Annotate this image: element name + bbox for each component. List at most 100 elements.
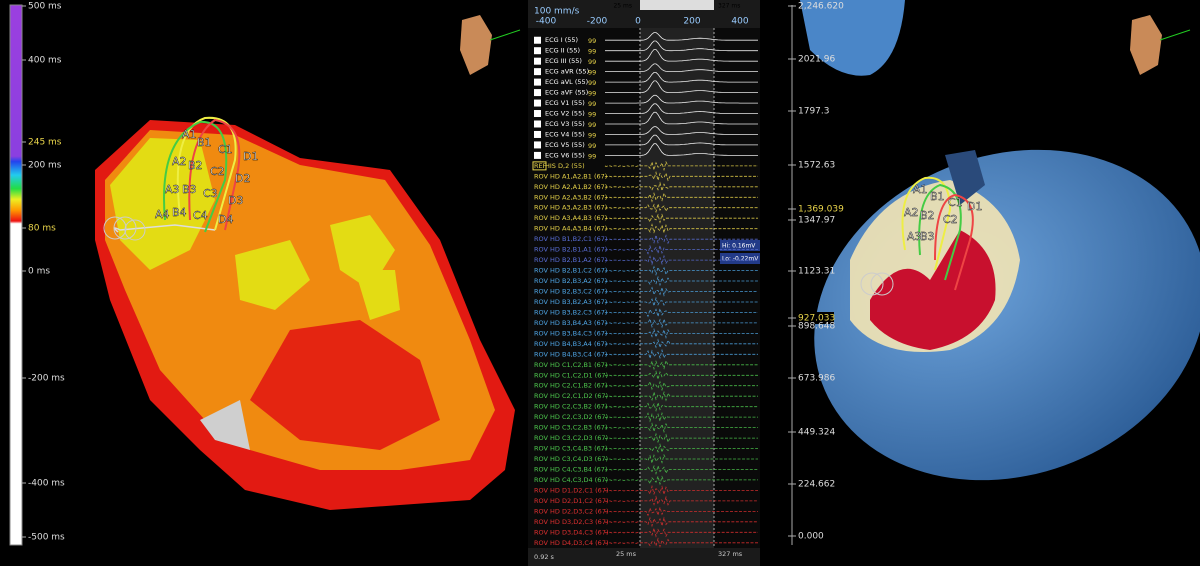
scale-label: 0 ms bbox=[28, 267, 50, 277]
signal-trace bbox=[604, 171, 758, 182]
channel-label: ECG III (55) bbox=[545, 57, 582, 65]
footer-label: 0.92 s bbox=[534, 553, 555, 561]
signal-trace bbox=[605, 63, 758, 72]
signal-trace bbox=[605, 94, 758, 104]
channel-checkbox[interactable] bbox=[534, 89, 541, 97]
channel-checkbox[interactable] bbox=[534, 141, 541, 149]
signal-trace bbox=[604, 422, 758, 434]
signal-trace bbox=[604, 505, 758, 517]
electrode-label: B2 bbox=[188, 159, 203, 172]
channel-label: ROV HD A3,A2,B3 (67) bbox=[534, 204, 607, 212]
channel-label: ECG V5 (55) bbox=[545, 141, 585, 149]
channel-checkbox[interactable] bbox=[534, 47, 541, 55]
scale-label: -500 ms bbox=[28, 533, 65, 543]
signal-trace bbox=[604, 327, 758, 339]
signal-trace bbox=[605, 32, 758, 41]
scale-label: 200 ms bbox=[28, 161, 62, 171]
window-bar bbox=[640, 0, 714, 10]
channel-value: 99 bbox=[588, 100, 596, 108]
cursor-label: 327 ms bbox=[718, 3, 740, 10]
channel-value: 99 bbox=[588, 37, 596, 45]
channel-value: 99 bbox=[588, 79, 596, 87]
channel-label: ROV HD B3,B4,C3 (67) bbox=[534, 329, 607, 337]
signal-trace bbox=[604, 233, 758, 245]
scale-label: 1,369.039 bbox=[798, 205, 844, 215]
signal-trace bbox=[604, 307, 758, 318]
value-highlight bbox=[796, 312, 834, 324]
signal-trace bbox=[605, 49, 758, 62]
electrode-label: B3 bbox=[920, 230, 935, 243]
channel-checkbox[interactable] bbox=[534, 99, 541, 107]
signal-trace bbox=[604, 401, 758, 412]
signal-trace bbox=[605, 103, 758, 114]
channel-checkbox[interactable] bbox=[534, 68, 541, 76]
channel-label: ECG I (55) bbox=[545, 36, 578, 44]
signal-trace bbox=[604, 223, 758, 235]
scale-label: 2,246.620 bbox=[798, 2, 844, 12]
signal-trace bbox=[605, 126, 758, 135]
channel-label: ROV HD D4,D3,C4 (67) bbox=[534, 539, 609, 547]
channel-label: ROV HD A3,A4,B3 (67) bbox=[534, 214, 607, 222]
annotation: Hi: 0.16mV bbox=[722, 243, 756, 250]
signal-trace bbox=[605, 143, 758, 156]
channel-label: ROV HD C2,C3,D2 (67) bbox=[534, 413, 608, 421]
channel-label: ROV HD B4,B3,A4 (67) bbox=[534, 340, 607, 348]
channel-label: ECG aVL (55) bbox=[545, 78, 588, 86]
signal-trace bbox=[604, 181, 758, 193]
time-footer bbox=[528, 548, 760, 566]
signal-trace bbox=[604, 286, 758, 297]
channel-checkbox[interactable] bbox=[534, 36, 541, 44]
electrode-label: B1 bbox=[930, 190, 945, 203]
channel-checkbox[interactable] bbox=[534, 57, 541, 65]
channel-label: ROV HD C4,C3,B4 (67) bbox=[534, 465, 607, 473]
scale-label: 927.033 bbox=[798, 314, 835, 324]
channel-value: 99 bbox=[588, 58, 596, 66]
electrode-label: A2 bbox=[172, 155, 187, 168]
signal-trace bbox=[604, 359, 758, 371]
footer-label: 25 ms bbox=[616, 550, 637, 558]
signal-trace bbox=[604, 464, 758, 476]
signal-trace bbox=[604, 453, 758, 465]
time-tick: -400 bbox=[536, 17, 557, 27]
channel-checkbox[interactable] bbox=[534, 110, 541, 118]
signal-trace bbox=[604, 202, 758, 214]
window-band bbox=[640, 28, 714, 548]
channel-checkbox[interactable] bbox=[534, 78, 541, 86]
signal-trace bbox=[604, 495, 758, 506]
sweep-speed: 100 mm/s bbox=[534, 7, 580, 17]
electrode-label: C2 bbox=[943, 213, 958, 226]
signal-trace bbox=[604, 475, 758, 486]
scale-label: 500 ms bbox=[28, 2, 62, 12]
channel-label: ROV HD C3,C2,B3 (67) bbox=[534, 424, 607, 432]
electrode-label: A4 bbox=[155, 208, 170, 221]
channel-label: ECG aVR (55) bbox=[545, 68, 589, 76]
scale-label: 400 ms bbox=[28, 56, 62, 66]
electrode-label: A1 bbox=[182, 128, 197, 141]
channel-label: ECG aVF (55) bbox=[545, 89, 588, 97]
channel-checkbox[interactable] bbox=[534, 130, 541, 138]
channel-label: ROV HD A1,A2,B1 (67) bbox=[534, 172, 607, 180]
channel-label: ROV HD B3,B2,C3 (67) bbox=[534, 308, 607, 316]
channel-label: ECG II (55) bbox=[545, 47, 580, 55]
signal-trace bbox=[604, 275, 758, 287]
scale-label: 898.648 bbox=[798, 322, 835, 332]
signal-trace bbox=[604, 443, 758, 454]
signal-trace bbox=[605, 72, 758, 83]
channel-checkbox[interactable] bbox=[534, 151, 541, 159]
electrode-label: B3 bbox=[182, 183, 197, 196]
scale-label: 0.000 bbox=[798, 532, 824, 542]
channel-label: ROV HD A4,A3,B4 (67) bbox=[534, 225, 607, 233]
electrode-label: C1 bbox=[948, 196, 963, 209]
channel-checkbox[interactable] bbox=[534, 120, 541, 128]
channel-label: ROV HD B3,B4,A3 (67) bbox=[534, 319, 607, 327]
electrode-label: A1 bbox=[913, 183, 928, 196]
annotation: Lo: -0.22mV bbox=[722, 256, 759, 263]
channel-label: ROV HD C3,C4,B3 (67) bbox=[534, 445, 607, 453]
channel-label: ROV HD D2,D1,C2 (67) bbox=[534, 497, 609, 505]
signal-trace bbox=[604, 484, 758, 496]
signal-trace bbox=[604, 390, 758, 402]
signal-trace bbox=[604, 254, 758, 266]
electrode-label: C2 bbox=[210, 165, 225, 178]
channel-label: ECG V3 (55) bbox=[545, 120, 585, 128]
